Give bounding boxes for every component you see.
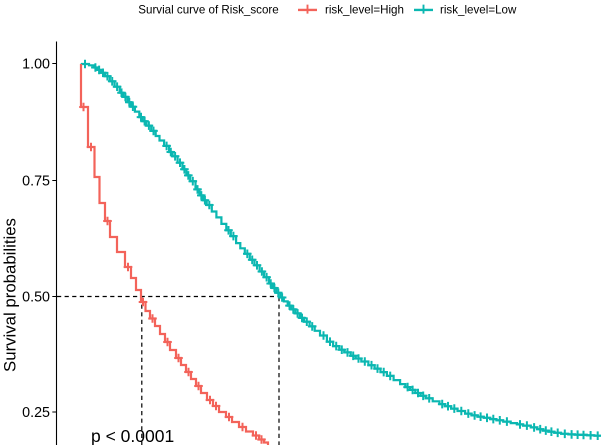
svg-text:0.25: 0.25: [22, 405, 50, 421]
svg-text:p < 0.0001: p < 0.0001: [91, 426, 174, 445]
svg-text:risk_level=High: risk_level=High: [325, 3, 404, 16]
svg-text:Survial curve of Risk_score: Survial curve of Risk_score: [138, 3, 278, 16]
svg-text:risk_level=Low: risk_level=Low: [440, 3, 517, 16]
svg-text:1.00: 1.00: [22, 57, 50, 73]
svg-text:0.50: 0.50: [22, 290, 50, 306]
svg-text:0.75: 0.75: [22, 174, 50, 190]
svg-text:Survival probabilities: Survival probabilities: [1, 218, 20, 372]
